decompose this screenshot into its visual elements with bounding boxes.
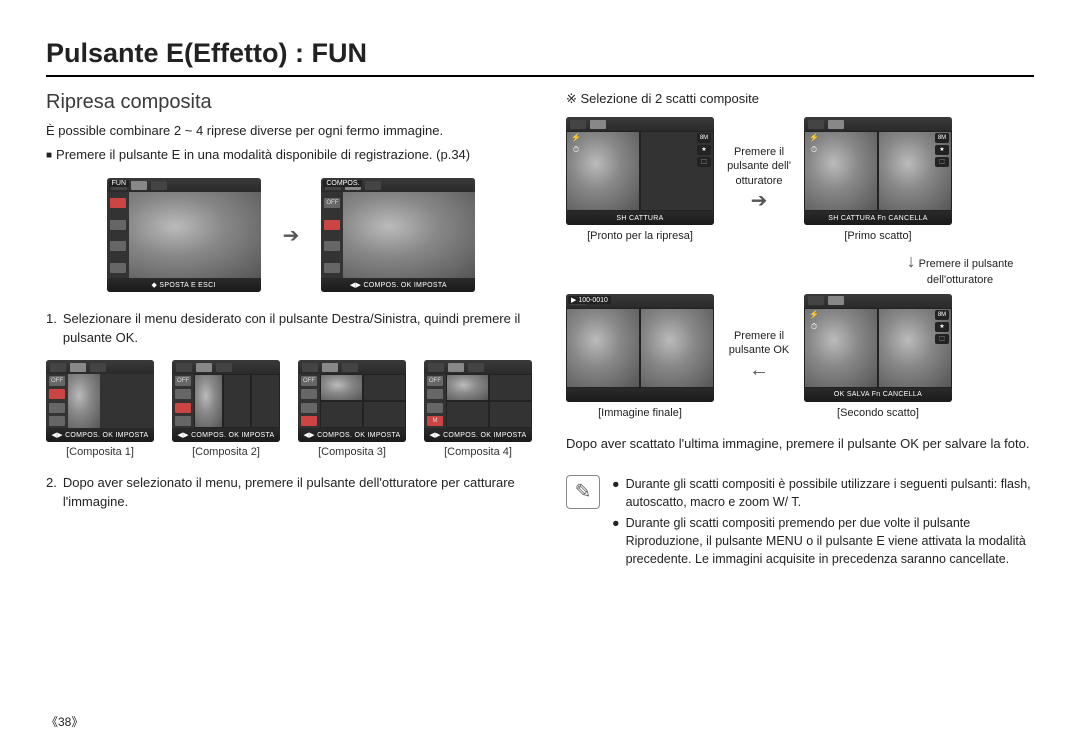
arrow-left-icon: ← bbox=[749, 359, 769, 381]
mid-label-ok: Premere il pulsante OK ← bbox=[724, 329, 794, 384]
lcd-compos: COMPOS. OFF ◀▶ COMPOS. OK IMPOSTA bbox=[321, 178, 475, 292]
lcd-ready: ⚡⏱ 8M★⬚ SH CATTURA bbox=[566, 117, 714, 225]
composita-2: OFF ◀▶ COMPOS. OK IMPOSTA [Composita 2] bbox=[172, 360, 280, 458]
section-subtitle: Ripresa composita bbox=[46, 91, 536, 114]
note-box: ✎ ●Durante gli scatti compositi è possib… bbox=[566, 475, 1034, 572]
lcd-fun: FUN ◆ SPOSTA E ESCI bbox=[107, 178, 261, 292]
page-number: 《38》 bbox=[46, 713, 83, 730]
mid-label-shutter-1: Premere il pulsante dell' otturatore ➔ bbox=[724, 145, 794, 214]
bullet-text: Premere il pulsante E in una modalità di… bbox=[56, 146, 470, 164]
right-header: ※ Selezione di 2 scatti composite bbox=[566, 91, 1034, 107]
step-2: 2. Dopo aver selezionato il menu, premer… bbox=[46, 474, 536, 512]
lcd-pair-row: FUN ◆ SPOSTA E ESCI ➔ COMPOS. OFF ◀▶ COM… bbox=[46, 178, 536, 292]
after-text: Dopo aver scattato l'ultima immagine, pr… bbox=[566, 435, 1034, 453]
note-list: ●Durante gli scatti compositi è possibil… bbox=[612, 475, 1034, 572]
left-column: Ripresa composita È possible combinare 2… bbox=[46, 91, 536, 572]
right-column: ※ Selezione di 2 scatti composite ⚡⏱ 8M★… bbox=[566, 91, 1034, 572]
composita-3: OFF ◀▶ COMPOS. OK IMPOSTA [Composita 3] bbox=[298, 360, 406, 458]
step-1: 1. Selezionare il menu desiderato con il… bbox=[46, 310, 536, 348]
note-icon: ✎ bbox=[566, 475, 600, 509]
quad-row: OFF ◀▶ COMPOS. OK IMPOSTA [Composita 1] … bbox=[46, 360, 536, 458]
side-label-shutter: ↓ Premere il pulsante dell'otturatore bbox=[886, 250, 1034, 288]
lcd-compos-bottom: ◀▶ COMPOS. OK IMPOSTA bbox=[321, 278, 475, 292]
lcd-fun-label: FUN bbox=[109, 180, 129, 187]
bullet-icon: ● bbox=[612, 475, 620, 511]
arrow-right-icon: ➔ bbox=[751, 190, 768, 212]
step-2-text: Dopo aver selezionato il menu, premere i… bbox=[63, 474, 536, 512]
step-1-num: 1. bbox=[46, 310, 57, 348]
intro-text: È possible combinare 2 ~ 4 riprese diver… bbox=[46, 122, 536, 140]
bullet-press-e: ■ Premere il pulsante E in una modalità … bbox=[46, 146, 536, 164]
step-2-num: 2. bbox=[46, 474, 57, 512]
page-title: Pulsante E(Effetto) : FUN bbox=[46, 38, 1034, 77]
lcd-first-shot: ⚡⏱ 8M★⬚ SH CATTURA Fn CANCELLA bbox=[804, 117, 952, 225]
step-1-text: Selezionare il menu desiderato con il pu… bbox=[63, 310, 536, 348]
composita-1: OFF ◀▶ COMPOS. OK IMPOSTA [Composita 1] bbox=[46, 360, 154, 458]
lcd-final-image: ▶ 100-0010 bbox=[566, 294, 714, 402]
flow-grid: ⚡⏱ 8M★⬚ SH CATTURA [Pronto per la ripres… bbox=[566, 117, 1034, 419]
lcd-compos-label: COMPOS. bbox=[323, 180, 362, 187]
arrow-right-icon: ➔ bbox=[283, 223, 300, 248]
composita-4: OFFM ◀▶ COMPOS. OK IMPOSTA [Composita 4] bbox=[424, 360, 532, 458]
bullet-icon: ● bbox=[612, 514, 620, 568]
lcd-fun-bottom: ◆ SPOSTA E ESCI bbox=[107, 278, 261, 292]
arrow-down-icon: ↓ bbox=[907, 251, 916, 271]
square-bullet-icon: ■ bbox=[46, 149, 52, 167]
lcd-second-shot: ⚡⏱ 8M★⬚ OK SALVA Fn CANCELLA bbox=[804, 294, 952, 402]
